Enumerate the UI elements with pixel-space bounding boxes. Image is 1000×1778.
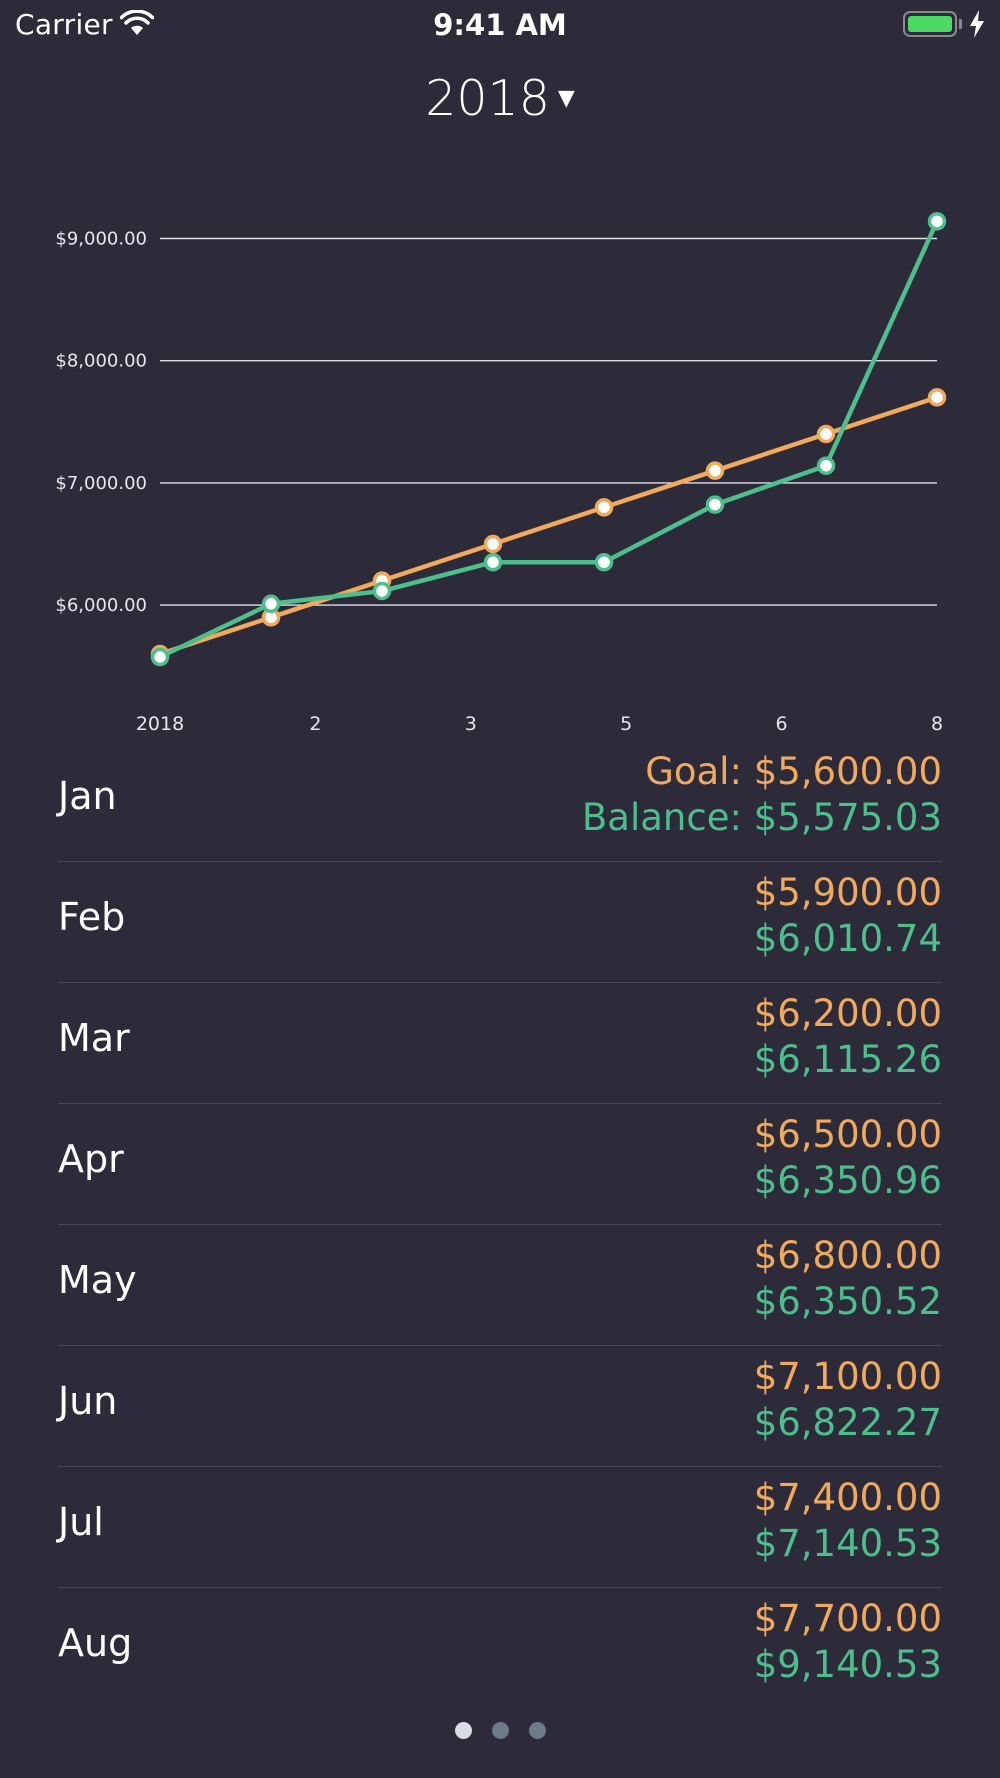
page-control[interactable] xyxy=(0,1722,1000,1743)
data-point xyxy=(816,456,836,475)
data-point xyxy=(816,424,836,444)
month-row[interactable]: Jul $7,400.00 $7,140.53 xyxy=(58,1467,942,1588)
month-row[interactable]: Jun $7,100.00 $6,822.27 xyxy=(58,1346,942,1467)
data-point xyxy=(594,498,614,517)
month-name: Jan xyxy=(58,774,117,818)
battery-level xyxy=(908,16,952,32)
series-line xyxy=(159,395,938,657)
bolt-icon xyxy=(970,10,984,38)
month-values: $6,800.00 $6,350.52 xyxy=(754,1233,942,1325)
month-row[interactable]: Jan Goal: $5,600.00 Balance: $5,575.03 xyxy=(58,741,942,862)
goal-amount: $7,700.00 xyxy=(753,1597,942,1640)
x-tick-label: 2018 xyxy=(136,713,184,735)
chart-grid xyxy=(160,237,937,606)
status-time: 9:41 AM xyxy=(433,8,567,42)
month-values: Goal: $5,600.00 Balance: $5,575.03 xyxy=(582,749,942,841)
month-name: Jul xyxy=(58,1500,104,1544)
balance-chart: $9,000.00 $8,000.00 $7,000.00 $6,000.00 201… xyxy=(55,212,947,735)
goal-amount: Goal: $5,600.00 xyxy=(645,750,942,793)
month-name: Apr xyxy=(58,1137,124,1181)
data-point xyxy=(927,212,947,231)
year-label: 2018 xyxy=(425,70,550,127)
data-point xyxy=(927,388,947,407)
wifi-icon xyxy=(120,10,154,35)
goal-amount: $7,400.00 xyxy=(753,1476,942,1519)
data-point xyxy=(261,594,281,614)
goal-amount: $5,900.00 xyxy=(753,871,942,914)
chart-series xyxy=(150,212,947,667)
x-tick-label: 8 xyxy=(931,713,943,735)
goal-amount: $6,200.00 xyxy=(753,992,942,1035)
month-name: Jun xyxy=(58,1379,118,1423)
month-row[interactable]: Aug $7,700.00 $9,140.53 xyxy=(58,1588,942,1708)
balance-amount: $9,140.53 xyxy=(753,1643,942,1686)
x-tick-label: 6 xyxy=(776,713,788,735)
month-row[interactable]: Apr $6,500.00 $6,350.96 xyxy=(58,1104,942,1225)
year-selector[interactable]: 2018 ▼ xyxy=(0,70,1000,127)
series-line xyxy=(159,220,940,660)
month-values: $7,400.00 $7,140.53 xyxy=(754,1475,942,1567)
balance-amount: $6,350.52 xyxy=(753,1280,942,1323)
month-values: $6,200.00 $6,115.26 xyxy=(754,991,942,1083)
month-values: $6,500.00 $6,350.96 xyxy=(754,1112,942,1204)
balance-amount: $6,822.27 xyxy=(753,1401,942,1444)
x-axis-labels: 2018 2 3 5 6 8 xyxy=(136,713,943,735)
month-values: $7,700.00 $9,140.53 xyxy=(754,1596,942,1688)
y-tick-label: $7,000.00 xyxy=(55,473,147,494)
month-name: Mar xyxy=(58,1016,130,1060)
chevron-down-icon: ▼ xyxy=(557,86,575,111)
balance-amount: $6,115.26 xyxy=(753,1038,942,1081)
goal-amount: $7,100.00 xyxy=(753,1355,942,1398)
month-values: $5,900.00 $6,010.74 xyxy=(754,870,942,962)
y-axis-labels: $9,000.00 $8,000.00 $7,000.00 $6,000.00 xyxy=(55,229,147,617)
x-tick-label: 5 xyxy=(620,713,632,735)
series-goal xyxy=(150,388,947,664)
series-balance xyxy=(150,212,947,667)
y-tick-label: $9,000.00 xyxy=(55,229,147,250)
battery-cap xyxy=(959,19,962,29)
goal-amount: $6,800.00 xyxy=(753,1234,942,1277)
data-point xyxy=(483,552,503,572)
data-point xyxy=(705,495,725,514)
month-row[interactable]: May $6,800.00 $6,350.52 xyxy=(58,1225,942,1346)
month-name: Feb xyxy=(58,895,126,939)
data-point xyxy=(150,647,170,667)
data-point xyxy=(594,553,614,572)
x-tick-label: 3 xyxy=(465,713,477,735)
month-row[interactable]: Mar $6,200.00 $6,115.26 xyxy=(58,983,942,1104)
battery-icon xyxy=(903,11,957,37)
x-tick-label: 2 xyxy=(309,713,321,735)
month-name: May xyxy=(58,1258,137,1302)
month-values: $7,100.00 $6,822.27 xyxy=(754,1354,942,1446)
balance-amount: Balance: $5,575.03 xyxy=(581,796,942,839)
page-dot[interactable] xyxy=(491,1722,509,1739)
carrier-label: Carrier xyxy=(15,8,113,41)
goal-amount: $6,500.00 xyxy=(753,1113,942,1156)
data-point xyxy=(483,534,503,554)
balance-amount: $6,350.96 xyxy=(753,1159,942,1202)
status-bar: Carrier 9:41 AM xyxy=(0,0,1000,50)
balance-amount: $7,140.53 xyxy=(753,1522,942,1565)
data-point xyxy=(372,581,392,601)
month-name: Aug xyxy=(58,1621,133,1665)
page-dot[interactable] xyxy=(528,1722,546,1739)
y-tick-label: $8,000.00 xyxy=(55,351,147,372)
data-point xyxy=(705,461,725,480)
y-tick-label: $6,000.00 xyxy=(55,595,147,616)
page-dot[interactable] xyxy=(454,1722,472,1739)
month-row[interactable]: Feb $5,900.00 $6,010.74 xyxy=(58,862,942,983)
month-list: Jan Goal: $5,600.00 Balance: $5,575.03 Feb $… xyxy=(58,741,942,1708)
balance-amount: $6,010.74 xyxy=(753,917,942,960)
